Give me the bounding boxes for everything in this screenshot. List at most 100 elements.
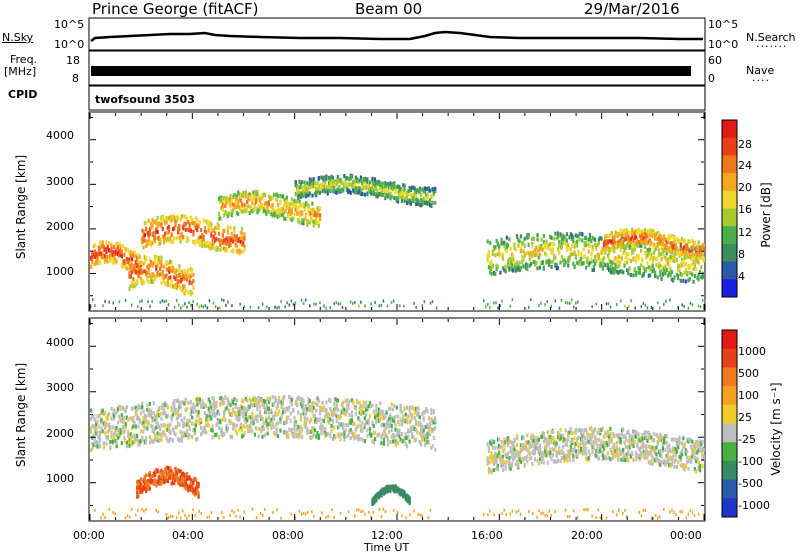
velocity-cell	[151, 424, 154, 429]
power-cell	[660, 245, 663, 250]
velocity-cell	[252, 421, 255, 426]
power-cell	[565, 247, 569, 252]
power-cell	[611, 268, 615, 273]
power-cell	[487, 250, 491, 255]
power-cell	[675, 237, 679, 242]
power-cell	[230, 231, 233, 236]
velocity-cell	[425, 437, 428, 442]
velocity-cell	[500, 455, 503, 460]
power-cell	[220, 241, 223, 246]
velocity-cell	[388, 406, 391, 411]
power-cell	[239, 198, 242, 203]
velocity-cell	[660, 434, 663, 439]
velocity-cell	[244, 416, 247, 421]
velocity-cell	[299, 425, 302, 430]
velocity-cell	[120, 441, 123, 446]
power-cell	[269, 197, 272, 202]
velocity-cell	[659, 453, 662, 458]
power-cell	[657, 253, 661, 258]
power-cell	[411, 185, 414, 190]
power-cell	[386, 187, 389, 192]
power-cell	[294, 191, 297, 196]
power-cell	[182, 234, 185, 239]
power-cell	[652, 256, 656, 261]
velocity-cell	[180, 472, 184, 477]
velocity-cell	[518, 450, 521, 455]
power-cell	[545, 253, 548, 258]
power-cell	[107, 241, 111, 246]
power-cell	[405, 192, 409, 197]
power-cell	[280, 213, 283, 218]
velocity-cell	[165, 474, 168, 479]
power-cell	[98, 260, 102, 265]
velocity-cell	[490, 455, 493, 460]
power-cell	[214, 225, 217, 230]
power-cell	[701, 275, 704, 280]
velocity-cell	[565, 443, 569, 448]
power-cell	[418, 189, 421, 194]
velocity-cell	[423, 442, 427, 447]
power-cell	[695, 257, 698, 262]
velocity-cell	[358, 410, 361, 415]
power-cell	[573, 265, 576, 270]
power-cell	[657, 265, 661, 270]
power-cell	[102, 248, 105, 253]
velocity-cell	[628, 433, 631, 438]
velocity-cell	[537, 461, 540, 466]
power-cell	[153, 276, 157, 281]
power-cell	[197, 224, 200, 229]
power-cell	[170, 239, 173, 244]
velocity-cell	[118, 404, 121, 409]
power-cell	[489, 261, 492, 266]
velocity-cell	[157, 477, 160, 482]
velocity-cell	[544, 452, 547, 457]
velocity-cell	[513, 445, 516, 450]
power-cell	[316, 181, 319, 186]
velocity-cell	[316, 430, 319, 435]
velocity-cell	[160, 480, 163, 485]
power-marks	[90, 173, 706, 310]
velocity-cell	[298, 396, 301, 401]
power-cell	[582, 247, 585, 252]
power-cell	[353, 183, 356, 188]
velocity-cell	[316, 418, 319, 423]
velocity-cell	[413, 416, 416, 421]
power-cell	[148, 257, 152, 262]
velocity-cell	[421, 430, 424, 435]
power-cell	[509, 258, 512, 263]
velocity-cell	[153, 414, 157, 419]
power-cell	[150, 221, 153, 226]
power-cell	[688, 265, 691, 270]
velocity-cell	[210, 427, 213, 432]
velocity-cell	[569, 444, 572, 449]
velocity-cell	[159, 437, 162, 442]
power-cell	[196, 225, 199, 230]
power-cell	[682, 249, 685, 254]
power-cell	[234, 235, 237, 240]
power-cell	[123, 252, 126, 257]
velocity-cell	[395, 441, 398, 446]
velocity-cell	[267, 422, 271, 427]
velocity-cell	[601, 426, 604, 431]
velocity-cell	[160, 468, 163, 473]
velocity-cell	[262, 421, 265, 426]
velocity-cell	[498, 446, 501, 451]
power-cell	[242, 241, 245, 246]
power-cell	[312, 223, 315, 228]
power-cell	[352, 188, 355, 193]
power-cell	[174, 219, 177, 224]
velocity-cell	[304, 420, 308, 425]
power-cell	[304, 194, 308, 199]
power-cell	[622, 238, 625, 243]
power-cell	[651, 259, 654, 264]
power-cell	[145, 221, 148, 226]
power-cell	[537, 244, 540, 249]
power-cell	[192, 229, 195, 234]
velocity-cell	[564, 442, 567, 447]
velocity-cell	[137, 481, 140, 486]
velocity-cell	[376, 433, 379, 438]
power-cell	[556, 231, 560, 236]
velocity-cell	[648, 433, 652, 438]
velocity-cell	[174, 432, 177, 437]
velocity-cell	[257, 395, 260, 400]
